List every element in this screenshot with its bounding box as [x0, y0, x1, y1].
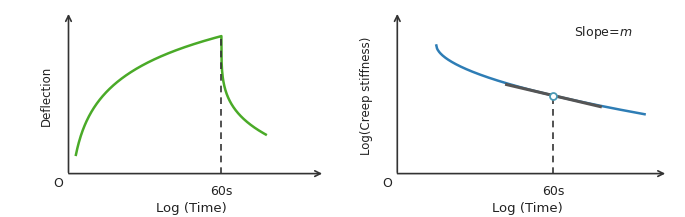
Text: Slope=$m$: Slope=$m$	[574, 25, 633, 41]
Text: 60s: 60s	[210, 184, 233, 197]
Text: O: O	[53, 177, 64, 190]
Text: Deflection: Deflection	[40, 65, 53, 126]
Text: O: O	[382, 177, 392, 190]
Text: 60s: 60s	[543, 184, 564, 197]
Text: Log(Creep stiffness): Log(Creep stiffness)	[360, 36, 373, 155]
Text: Log (Time): Log (Time)	[492, 202, 563, 215]
Text: Log (Time): Log (Time)	[156, 202, 227, 215]
